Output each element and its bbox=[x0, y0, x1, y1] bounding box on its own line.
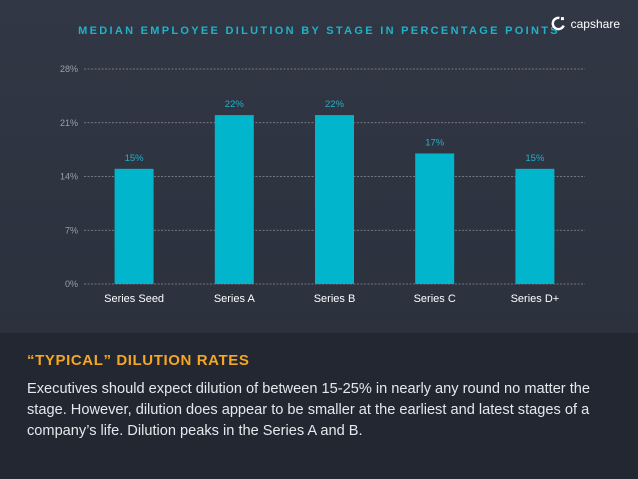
y-tick-label: 7% bbox=[65, 225, 78, 235]
x-tick-label: Series Seed bbox=[104, 293, 164, 305]
x-tick-label: Series C bbox=[414, 293, 456, 305]
y-tick-label: 0% bbox=[65, 279, 78, 289]
brand-name: capshare bbox=[570, 16, 620, 31]
x-tick-label: Series A bbox=[214, 293, 256, 305]
bar-series-a bbox=[214, 115, 254, 284]
data-label: 15% bbox=[525, 153, 545, 164]
y-tick-label: 21% bbox=[60, 118, 78, 128]
data-label: 22% bbox=[225, 99, 245, 110]
bar-chart: 0% 7% 14% 21% 28% 15% Series Seed 22% Series A 22… bbox=[60, 64, 585, 305]
data-label: 15% bbox=[125, 153, 145, 164]
y-tick-label: 28% bbox=[60, 64, 78, 74]
capshare-logo-icon bbox=[551, 16, 566, 31]
y-tick-label: 14% bbox=[60, 172, 78, 182]
bar-series-d bbox=[515, 168, 555, 284]
chart-title: MEDIAN EMPLOYEE DILUTION BY STAGE IN PER… bbox=[78, 25, 560, 37]
data-label: 22% bbox=[325, 99, 345, 110]
chart-panel: MEDIAN EMPLOYEE DILUTION BY STAGE IN PER… bbox=[0, 0, 638, 333]
x-tick-label: Series D+ bbox=[511, 293, 560, 305]
data-label: 17% bbox=[425, 137, 445, 148]
summary-body: Executives should expect dilution of bet… bbox=[27, 381, 591, 439]
summary-heading: “TYPICAL” DILUTION RATES bbox=[27, 352, 250, 369]
summary-panel: “TYPICAL” DILUTION RATES Executives shou… bbox=[0, 333, 638, 479]
bar-series-seed bbox=[114, 168, 154, 284]
bar-series-b bbox=[315, 115, 354, 284]
x-tick-label: Series B bbox=[314, 293, 356, 305]
brand-logo: capshare bbox=[551, 16, 620, 31]
bar-series-c bbox=[415, 153, 455, 284]
